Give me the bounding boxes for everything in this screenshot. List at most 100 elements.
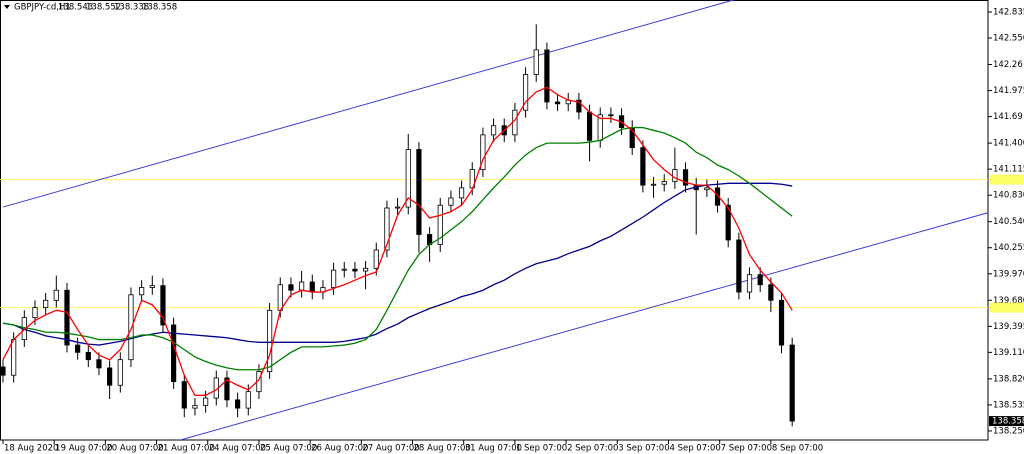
candle-body <box>64 289 70 346</box>
candle-body <box>746 274 753 293</box>
y-tick-label: 138.535 <box>993 400 1024 410</box>
candle-body <box>309 281 315 293</box>
candle-body <box>330 269 337 288</box>
y-tick-label: 138.820 <box>993 374 1024 384</box>
plot-frame <box>0 0 989 441</box>
candle-body <box>43 299 49 308</box>
candle-body <box>480 134 486 171</box>
candle-body <box>149 285 155 288</box>
candle-body <box>128 294 134 361</box>
x-tick-label: 2 Sep 07:00 <box>567 444 618 454</box>
candle-body <box>224 377 230 401</box>
x-tick-label: 26 Aug 07:00 <box>311 444 368 454</box>
candle-body <box>490 125 497 136</box>
candle-body <box>778 299 785 346</box>
candle-body <box>32 307 38 319</box>
header: GBPJPY-cd,H1 138.543 138.552 138.338 138… <box>4 3 177 13</box>
x-tick-label: 24 Aug 07:00 <box>209 444 266 454</box>
candle-body <box>768 284 774 301</box>
x-tick-label: 18 Aug 2020 <box>4 444 58 454</box>
moving-average <box>2 126 793 371</box>
x-tick-label: 7 Sep 07:00 <box>721 444 772 454</box>
level-tag <box>989 174 1024 185</box>
candle-body <box>789 344 795 422</box>
candle-body <box>0 366 6 376</box>
ohlc-low: 138.338 <box>114 3 149 13</box>
candle-body <box>235 399 241 409</box>
candle-body <box>416 149 422 235</box>
candle-body <box>341 268 347 271</box>
axes: 142.835 142.550 142.26 141.975 141.69 141.400… <box>2 7 1024 454</box>
trendline <box>2 0 735 208</box>
y-tick-label: 139.970 <box>993 269 1024 279</box>
header-arrow <box>4 5 10 9</box>
x-tick-label: 4 Sep 07:00 <box>669 444 720 454</box>
candle-body <box>181 381 187 409</box>
candle-body <box>117 359 123 386</box>
candle-body <box>192 404 198 409</box>
candle-body <box>704 187 710 191</box>
y-tick-label: 140.830 <box>993 191 1024 201</box>
x-tick-label: 1 Sep 07:00 <box>516 444 567 454</box>
candle-body <box>203 397 209 406</box>
x-tick-label: 27 Aug 07:00 <box>362 444 419 454</box>
candle-body <box>554 101 561 105</box>
candle-body <box>139 287 145 296</box>
y-tick-label: 140.540 <box>993 217 1024 227</box>
price-tag <box>989 416 1024 427</box>
x-tick-label: 31 Aug 07:00 <box>465 444 522 454</box>
y-tick-label: 141.400 <box>993 139 1024 149</box>
candle-body <box>576 99 582 113</box>
candle-body <box>608 114 614 117</box>
candle-body <box>544 49 550 103</box>
candle-body <box>384 207 390 251</box>
candle-body <box>650 183 657 186</box>
candle-body <box>405 149 411 208</box>
moving-average <box>2 182 793 346</box>
candle-body <box>736 239 742 293</box>
y-tick-label: 139.395 <box>993 322 1024 332</box>
candle-body <box>533 49 539 75</box>
y-tick-label: 142.835 <box>993 7 1024 17</box>
candle-body <box>640 147 646 186</box>
candle-body <box>362 267 369 272</box>
y-tick-label: 139.110 <box>993 348 1024 358</box>
candle-body <box>288 284 294 291</box>
moving-average <box>2 86 793 396</box>
candle-body <box>714 187 721 206</box>
y-tick-label: 139.680 <box>993 296 1024 306</box>
candle-body <box>661 181 667 185</box>
ohlc-open: 138.543 <box>58 3 93 13</box>
candle-body <box>96 359 102 369</box>
candle-body <box>448 197 454 206</box>
candle-body <box>299 281 305 291</box>
x-tick-label: 19 Aug 07:00 <box>55 444 112 454</box>
y-tick-label: 140.255 <box>993 243 1024 253</box>
level-tag <box>989 302 1024 313</box>
candle-body <box>437 204 443 245</box>
y-tick-label: 142.550 <box>993 34 1024 44</box>
candle-body <box>245 391 251 409</box>
candle-body <box>11 339 17 376</box>
ohlc-high: 138.552 <box>86 3 121 13</box>
candle-body <box>160 285 166 326</box>
candle-body <box>277 284 283 311</box>
plot-area <box>0 0 988 440</box>
price-tag-label: 138.358 <box>992 417 1024 427</box>
candle-body <box>373 249 379 269</box>
candle-body <box>725 204 731 241</box>
x-tick-label: 25 Aug 07:00 <box>260 444 317 454</box>
candle-body <box>757 274 763 286</box>
x-tick-label: 21 Aug 07:00 <box>158 444 215 454</box>
y-tick-label: 142.26 <box>993 60 1023 70</box>
candle-body <box>352 268 358 272</box>
y-tick-label: 141.115 <box>993 165 1024 175</box>
ohlc-close: 138.358 <box>142 3 177 13</box>
x-tick-label: 20 Aug 07:00 <box>106 444 163 454</box>
candle-body <box>85 351 91 361</box>
candle-body <box>682 169 689 186</box>
candle-body <box>522 74 529 111</box>
y-tick-label: 138.250 <box>993 426 1024 436</box>
candle-body <box>171 324 177 383</box>
